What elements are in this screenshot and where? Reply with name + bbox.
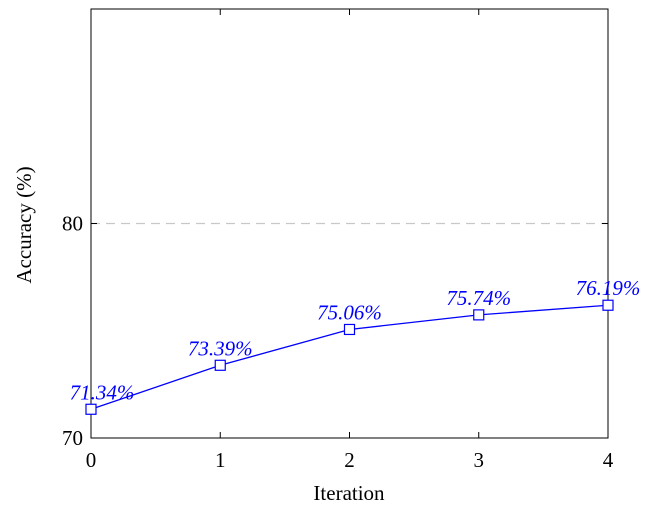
y-tick-label: 70 bbox=[62, 426, 83, 450]
x-axis: 0 1 2 3 4 bbox=[86, 9, 614, 472]
x-tick-label: 1 bbox=[215, 448, 226, 472]
data-point-marker bbox=[602, 299, 614, 311]
data-label: 76.19% bbox=[576, 276, 641, 300]
x-axis-title: Iteration bbox=[313, 481, 385, 505]
data-point-marker bbox=[214, 359, 226, 371]
series-markers bbox=[85, 299, 614, 415]
x-tick-label: 4 bbox=[603, 448, 614, 472]
data-label: 71.34% bbox=[70, 380, 135, 404]
data-label: 75.06% bbox=[317, 300, 382, 324]
data-point-marker bbox=[473, 309, 485, 321]
data-point-marker bbox=[85, 403, 97, 415]
x-tick-label: 2 bbox=[344, 448, 355, 472]
y-tick-label: 80 bbox=[62, 212, 83, 236]
y-axis-title: Accuracy (%) bbox=[12, 166, 36, 283]
data-point-marker bbox=[343, 323, 356, 336]
x-tick-label: 0 bbox=[86, 448, 97, 472]
x-tick-label: 3 bbox=[474, 448, 485, 472]
data-label: 75.74% bbox=[446, 286, 511, 310]
y-axis: 70 80 bbox=[62, 212, 608, 450]
data-label: 73.39% bbox=[188, 336, 253, 360]
data-labels: 71.34% 73.39% 75.06% 75.74% 76.19% bbox=[70, 276, 641, 404]
